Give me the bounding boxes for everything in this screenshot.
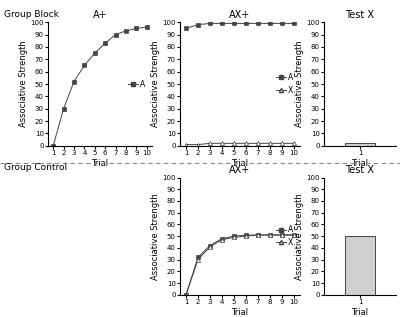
X-axis label: Trial: Trial	[352, 159, 368, 168]
Text: Group Control: Group Control	[4, 163, 67, 172]
Y-axis label: Associative Strength: Associative Strength	[18, 41, 28, 127]
Bar	[345, 236, 375, 295]
X-axis label: Trial: Trial	[232, 159, 248, 168]
Legend: A, X: A, X	[273, 222, 296, 250]
Y-axis label: Associative Strength: Associative Strength	[294, 41, 304, 127]
X-axis label: Trial: Trial	[92, 159, 108, 168]
Title: A+: A+	[93, 10, 107, 20]
Title: AX+: AX+	[229, 165, 251, 175]
Title: Test X: Test X	[346, 10, 374, 20]
Title: Test X: Test X	[346, 165, 374, 175]
Legend: A, X: A, X	[273, 70, 296, 98]
Title: AX+: AX+	[229, 10, 251, 20]
Legend: A: A	[125, 76, 148, 92]
Y-axis label: Associative Strength: Associative Strength	[150, 193, 160, 280]
Text: Group Block: Group Block	[4, 10, 59, 18]
X-axis label: Trial: Trial	[352, 308, 368, 317]
Bar	[345, 143, 375, 146]
X-axis label: Trial: Trial	[232, 308, 248, 317]
Y-axis label: Associative Strength: Associative Strength	[150, 41, 160, 127]
Y-axis label: Associative Strength: Associative Strength	[294, 193, 304, 280]
